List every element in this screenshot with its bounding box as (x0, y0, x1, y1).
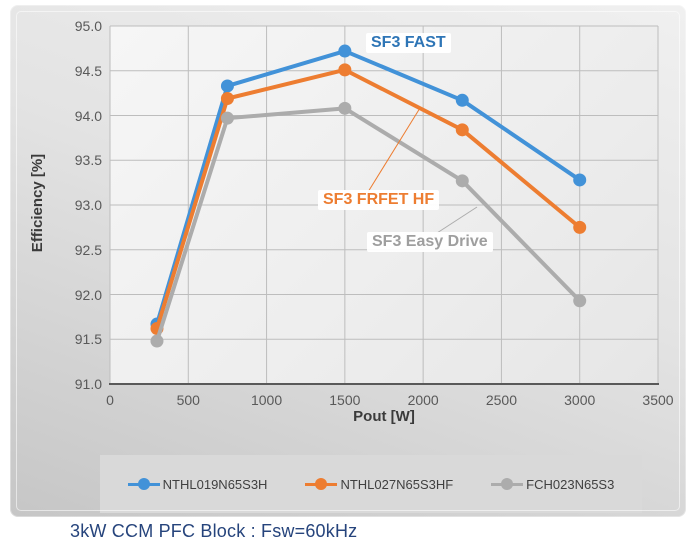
annotation-leader-line (367, 107, 421, 193)
data-point-NTHL027N65S3HF (338, 63, 352, 77)
y-tick-label: 91.0 (74, 376, 102, 392)
legend-marker-icon (127, 478, 160, 490)
data-point-FCH023N65S3 (220, 111, 234, 125)
data-point-FCH023N65S3 (338, 101, 352, 115)
legend-dot-icon (137, 478, 150, 490)
legend-dot-icon (501, 478, 514, 490)
data-point-NTHL019N65S3H (455, 93, 469, 107)
series-line-NTHL019N65S3H (154, 49, 582, 327)
annotation-FCH023N65S3: SF3 Easy Drive (367, 232, 493, 252)
data-point-NTHL027N65S3HF (220, 91, 234, 105)
y-tick-label: 95.0 (74, 18, 102, 34)
data-point-NTHL027N65S3HF (455, 123, 469, 137)
efficiency-chart: Efficiency [%] Pout [W] 95.0 94.5 94.0 93.5… (10, 5, 686, 517)
legend-label: FCH023N65S3 (526, 476, 615, 492)
x-tick-label: 3500 (642, 392, 674, 408)
legend: NTHL019N65S3H NTHL027N65S3HF FCH023N65S3 (100, 455, 642, 513)
x-tick-label: 2000 (407, 392, 439, 408)
y-tick-label: 94.5 (74, 62, 102, 79)
legend-label: NTHL027N65S3HF (340, 476, 454, 492)
x-tick-label: 3000 (564, 392, 596, 408)
y-tick-label: 92.5 (74, 241, 102, 258)
x-tick-label: 500 (176, 392, 200, 408)
y-tick-label: 93.0 (74, 197, 102, 213)
data-point-FCH023N65S3 (573, 294, 587, 308)
legend-marker-icon (491, 478, 524, 490)
annotation-NTHL019N65S3H: SF3 FAST (366, 33, 451, 53)
y-tick-label: 94.0 (74, 107, 102, 124)
x-tick-label: 2500 (485, 392, 517, 408)
chart-canvas (109, 25, 659, 385)
data-point-FCH023N65S3 (455, 174, 469, 188)
x-tick-label: 1000 (250, 392, 283, 408)
annotation-NTHL027N65S3HF: SF3 FRFET HF (318, 190, 440, 210)
y-tick-label: 91.5 (74, 331, 102, 348)
data-point-NTHL027N65S3HF (573, 220, 587, 234)
data-point-NTHL019N65S3H (220, 79, 234, 93)
annotation-leader-line (436, 206, 478, 234)
chart-caption: 3kW CCM PFC Block : Fsw=60kHz (70, 521, 358, 541)
legend-label: NTHL019N65S3H (162, 476, 268, 492)
y-tick-label: 93.5 (74, 152, 102, 169)
y-tick-label: 92.0 (74, 286, 102, 303)
legend-item-NTHL027N65S3HF: NTHL027N65S3HF (305, 477, 453, 492)
x-tick-label: 0 (106, 392, 114, 408)
x-tick-label: 1500 (329, 392, 361, 408)
data-point-NTHL019N65S3H (338, 44, 352, 58)
x-axis-title: Pout [W] (353, 408, 415, 425)
series-line-FCH023N65S3 (154, 106, 582, 344)
legend-dot-icon (315, 478, 328, 490)
data-point-FCH023N65S3 (150, 334, 164, 348)
legend-item-NTHL019N65S3H: NTHL019N65S3H (127, 476, 268, 492)
legend-marker-icon (305, 478, 338, 490)
data-point-NTHL019N65S3H (573, 173, 587, 187)
legend-item-FCH023N65S3: FCH023N65S3 (491, 477, 614, 492)
